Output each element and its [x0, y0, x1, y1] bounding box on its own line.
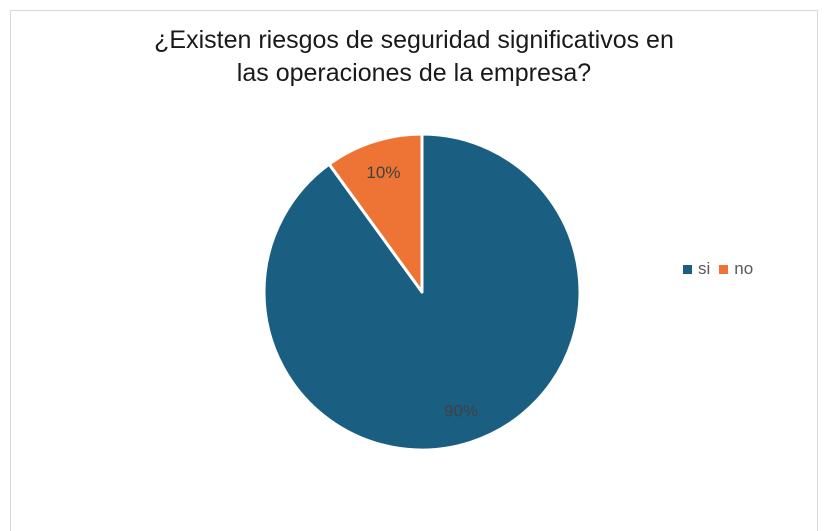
legend-swatch-si: [683, 264, 692, 274]
chart-legend: si no: [683, 259, 762, 279]
chart-title: ¿Existen riesgos de seguridad significat…: [154, 26, 674, 87]
legend-swatch-no: [719, 264, 729, 274]
legend-label-no: no: [734, 259, 754, 278]
legend-item-no: no: [719, 259, 753, 279]
pie-slice-no: [327, 132, 424, 294]
data-label-si: 90%: [444, 402, 478, 421]
pie-slices: [262, 132, 582, 452]
data-label-no: 10%: [366, 163, 400, 182]
legend-item-si: si: [683, 259, 710, 279]
legend-label-si: si: [698, 259, 711, 278]
pie-data-labels: 90% 10%: [366, 163, 478, 421]
